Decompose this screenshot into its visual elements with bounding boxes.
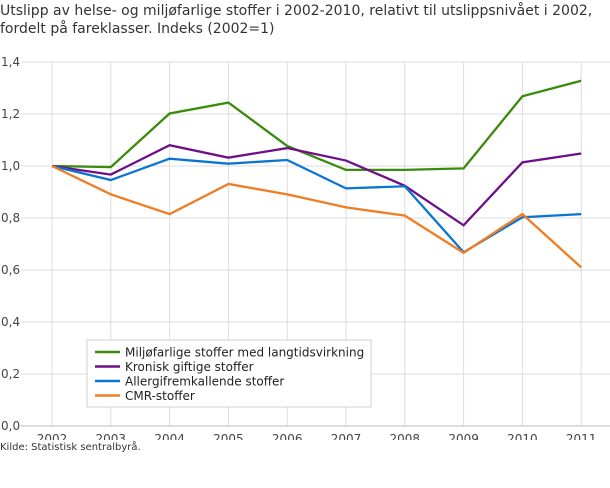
y-tick-label: 0,2 bbox=[1, 367, 20, 381]
x-tick-label: 2002 bbox=[37, 432, 68, 440]
x-tick-label: 2011 bbox=[566, 432, 597, 440]
series-line-2 bbox=[51, 157, 582, 254]
series-line-0 bbox=[51, 79, 582, 172]
y-tick-label: 0,6 bbox=[1, 263, 20, 277]
y-tick-label: 0,0 bbox=[1, 419, 20, 433]
x-tick-label: 2006 bbox=[272, 432, 303, 440]
x-tick-label: 2004 bbox=[154, 432, 185, 440]
legend-label: CMR-stoffer bbox=[125, 389, 195, 403]
x-tick-label: 2010 bbox=[507, 432, 538, 440]
x-tick-label: 2008 bbox=[390, 432, 421, 440]
series-line-1 bbox=[51, 143, 582, 227]
y-tick-label: 0,8 bbox=[1, 211, 20, 225]
chart-title: Utslipp av helse- og miljøfarlige stoffe… bbox=[0, 3, 593, 37]
y-tick-label: 1,0 bbox=[1, 159, 20, 173]
legend-label: Allergifremkallende stoffer bbox=[125, 375, 284, 389]
y-tick-label: 1,2 bbox=[1, 107, 20, 121]
y-tick-label: 0,4 bbox=[1, 315, 20, 329]
legend-box bbox=[86, 339, 372, 408]
y-tick-label: 1,4 bbox=[1, 55, 20, 69]
legend-label: Miljøfarlige stoffer med langtidsvirknin… bbox=[125, 346, 364, 360]
x-tick-label: 2003 bbox=[96, 432, 127, 440]
source-note: Kilde: Statistisk sentralbyrå. bbox=[0, 442, 141, 453]
line-chart: 0,0 0,2 0,4 0,6 0,8 1,0 1,2 1,4 2002 2003 2004 2005… bbox=[1, 55, 610, 440]
x-tick-label: 2009 bbox=[448, 432, 479, 440]
series-line-3 bbox=[51, 164, 582, 269]
x-tick-label: 2005 bbox=[213, 432, 244, 440]
legend-label: Kronisk giftige stoffer bbox=[125, 360, 254, 374]
x-tick-label: 2007 bbox=[331, 432, 362, 440]
